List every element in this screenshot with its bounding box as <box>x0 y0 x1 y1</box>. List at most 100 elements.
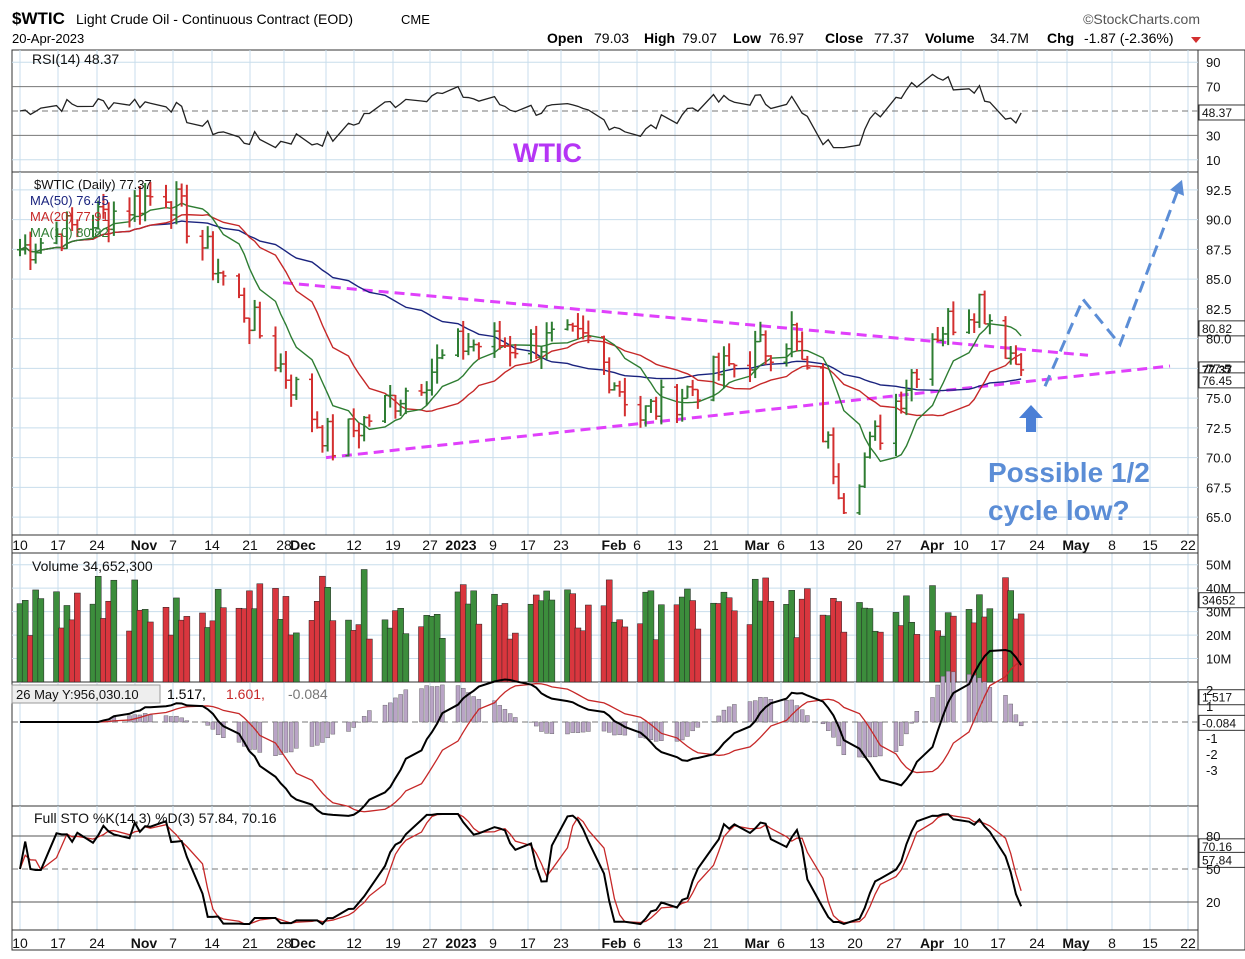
date-tick-top: 13 <box>667 537 683 553</box>
volume-bar <box>549 600 555 682</box>
macd-histogram-bar <box>216 722 220 735</box>
date-tick-top: 24 <box>89 537 105 553</box>
price-tick-label: 85.0 <box>1206 272 1231 287</box>
macd-histogram-bar <box>566 722 570 734</box>
macd-histogram-bar <box>164 716 168 722</box>
macd-histogram-bar <box>404 690 408 722</box>
volume-bar <box>293 633 299 682</box>
macd-histogram-bar <box>894 722 898 752</box>
volume-bar <box>257 584 263 682</box>
price-tick-label: 70.0 <box>1206 451 1231 466</box>
volume-bar <box>147 622 153 682</box>
macd-histogram-bar <box>326 722 330 738</box>
date-tick-top: 27 <box>886 537 902 553</box>
price-tick-label: 65.0 <box>1206 510 1231 525</box>
price-tick-label: 92.5 <box>1206 183 1231 198</box>
date-tick-bottom: 23 <box>553 935 569 951</box>
macd-histogram-bar <box>310 722 314 746</box>
volume-legend: Volume 34,652,300 <box>32 558 153 574</box>
price-legend: $WTIC (Daily) 77.37 <box>34 177 152 192</box>
volume-bar <box>512 633 518 682</box>
macd-histogram-bar <box>826 722 830 731</box>
macd-histogram-bar <box>425 686 429 722</box>
macd-histogram-bar <box>722 710 726 722</box>
date-tick-top: 8 <box>1108 537 1116 553</box>
date-tick-bottom: 27 <box>886 935 902 951</box>
macd-histogram-bar <box>169 716 173 722</box>
rsi-tick-label: 10 <box>1206 153 1220 168</box>
brand[interactable]: ©StockCharts.com <box>1083 11 1200 27</box>
macd-histogram-bar <box>691 722 695 731</box>
macd-histogram-bar <box>143 713 147 722</box>
date-tick-top: 27 <box>422 537 438 553</box>
macd-histogram-bar <box>612 722 616 735</box>
macd-histogram-bar <box>1004 695 1008 722</box>
date-tick-top: 19 <box>385 537 401 553</box>
macd-histogram-bar <box>393 698 397 722</box>
macd-histogram-bar <box>294 722 298 748</box>
volume-bar <box>403 634 409 682</box>
annotation-line1: Possible 1/2 <box>988 457 1150 488</box>
macd-histogram-bar <box>607 722 611 732</box>
volume-tick-label: 40M <box>1206 581 1231 596</box>
open-label: Open <box>547 30 583 46</box>
macd-histogram-bar <box>936 685 940 722</box>
date-tick-top: 15 <box>1142 537 1158 553</box>
volume-bar <box>184 616 190 682</box>
macd-tick-label: -2 <box>1206 747 1218 762</box>
date-tick-top: 6 <box>633 537 641 553</box>
macd-histogram-bar <box>148 715 152 722</box>
volume-label: Volume <box>925 30 975 46</box>
macd-histogram-bar <box>352 722 356 727</box>
macd-histogram-bar <box>247 722 251 750</box>
date-tick-bottom: 15 <box>1142 935 1158 951</box>
macd-histogram-bar <box>717 716 721 722</box>
date-tick-top: 13 <box>809 537 825 553</box>
date-tick-top: 17 <box>50 537 66 553</box>
date-tick-bottom: 13 <box>667 935 683 951</box>
ma20-legend: MA(20) 77.91 <box>30 209 109 224</box>
macd-histogram-bar <box>602 722 606 731</box>
chg-value: -1.87 (-2.36%) <box>1084 30 1173 46</box>
date-tick-bottom: 7 <box>169 935 177 951</box>
date-tick-bottom: 17 <box>520 935 536 951</box>
macd-histogram-bar <box>1009 704 1013 722</box>
ma50-legend: MA(50) 76.45 <box>30 193 109 208</box>
price-tick-label: 82.5 <box>1206 302 1231 317</box>
macd-histogram-bar <box>435 686 439 722</box>
date-tick-bottom: 21 <box>242 935 258 951</box>
macd-histogram-bar <box>367 711 371 722</box>
date-tick-top: Apr <box>920 537 945 553</box>
volume-bar <box>111 580 117 682</box>
date-tick-top: 10 <box>953 537 969 553</box>
macd-histogram-bar <box>539 722 543 732</box>
exchange: CME <box>401 12 430 27</box>
volume-bar <box>74 593 80 682</box>
close-value: 77.37 <box>874 30 909 46</box>
macd-histogram-bar <box>508 714 512 722</box>
sto-legend: Full STO %K(14,3) %D(3) 57.84, 70.16 <box>34 810 277 826</box>
annotation-line2: cycle low? <box>988 495 1130 526</box>
volume-bar <box>841 632 847 682</box>
sto-tick-label: 20 <box>1206 895 1220 910</box>
macd-histogram-bar <box>915 711 919 722</box>
macd-histogram-bar <box>983 682 987 722</box>
price-tick-label: 72.5 <box>1206 421 1231 436</box>
rsi-tick-label: 70 <box>1206 80 1220 95</box>
date-tick-bottom: 6 <box>633 935 641 951</box>
macd-histogram-bar <box>910 722 914 723</box>
macd-histogram-bar <box>977 678 981 722</box>
volume-tick-label: 30M <box>1206 605 1231 620</box>
date-tick-top: 10 <box>12 537 28 553</box>
price-tick-label: 80.0 <box>1206 332 1231 347</box>
sto-tick-label: 50 <box>1206 862 1220 877</box>
macd-histogram-bar <box>680 722 684 740</box>
date-tick-bottom: 10 <box>953 935 969 951</box>
date-tick-bottom: 17 <box>990 935 1006 951</box>
macd-histogram-bar <box>571 722 575 733</box>
open-value: 79.03 <box>594 30 629 46</box>
macd-histogram-bar <box>545 722 549 733</box>
low-value: 76.97 <box>769 30 804 46</box>
date-tick-bottom: 21 <box>703 935 719 951</box>
